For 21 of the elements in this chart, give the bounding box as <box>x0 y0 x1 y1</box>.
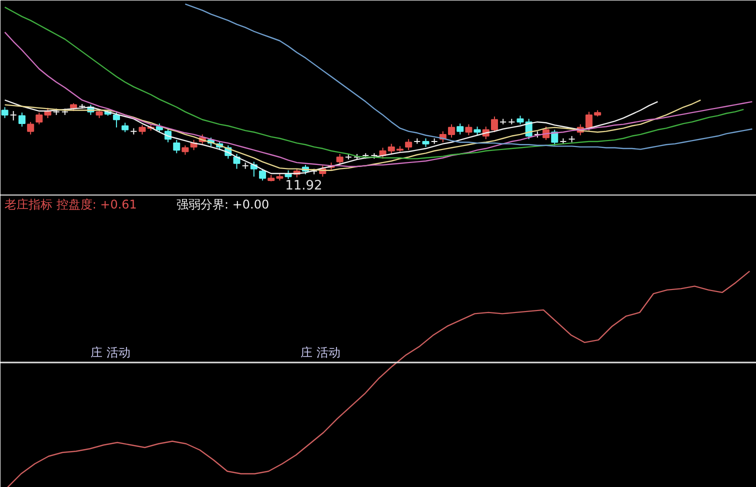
candlestick <box>233 153 240 170</box>
candlestick <box>456 123 464 135</box>
candlestick <box>18 112 26 128</box>
annotation: 庄 活动 <box>90 346 130 360</box>
candlestick <box>1 106 8 119</box>
candlestick <box>10 110 17 121</box>
candlestick <box>259 168 266 182</box>
annotation: 庄 活动 <box>300 346 340 360</box>
candlestick <box>465 124 472 136</box>
text: 强弱分界: +0.00 <box>176 198 270 212</box>
candlestick <box>173 139 180 154</box>
candlestick <box>551 129 558 146</box>
candlestick <box>122 122 129 133</box>
candlestick <box>448 124 456 138</box>
candlestick <box>27 121 34 135</box>
text: 老庄指标 控盘度: +0.61 <box>4 198 137 212</box>
candlestick <box>336 153 344 166</box>
annotation: 11.92 <box>285 178 322 194</box>
candlestick <box>182 144 189 156</box>
candlestick <box>405 138 412 151</box>
candlestick <box>112 112 120 128</box>
